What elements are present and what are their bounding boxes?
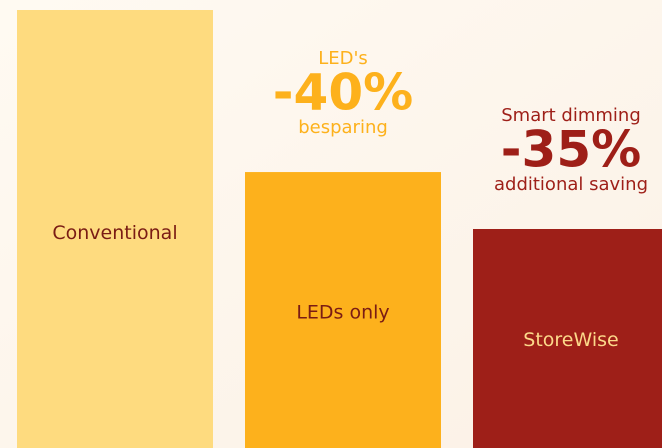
bar-label: LEDs only bbox=[296, 301, 389, 323]
bar bbox=[17, 10, 213, 448]
bar bbox=[245, 172, 441, 448]
bar bbox=[473, 229, 662, 448]
annotation-text: besparing bbox=[298, 117, 388, 138]
bar-label: StoreWise bbox=[523, 329, 618, 351]
annotation-text: LED's bbox=[318, 48, 368, 69]
bar-label: Conventional bbox=[52, 222, 177, 244]
annotation-text: additional saving bbox=[494, 174, 648, 195]
annotation-value: -35% bbox=[501, 121, 641, 179]
annotation-text: Smart dimming bbox=[501, 105, 641, 126]
annotation-value: -40% bbox=[273, 64, 413, 122]
